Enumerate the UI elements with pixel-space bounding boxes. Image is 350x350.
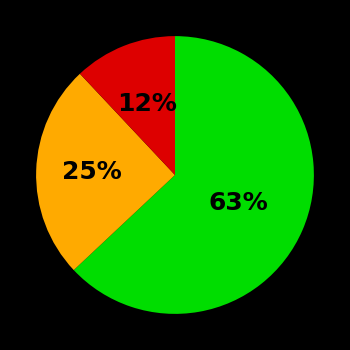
Wedge shape xyxy=(80,36,175,175)
Text: 12%: 12% xyxy=(117,92,177,116)
Wedge shape xyxy=(74,36,314,314)
Text: 25%: 25% xyxy=(62,160,121,184)
Wedge shape xyxy=(36,74,175,270)
Text: 63%: 63% xyxy=(209,191,268,215)
